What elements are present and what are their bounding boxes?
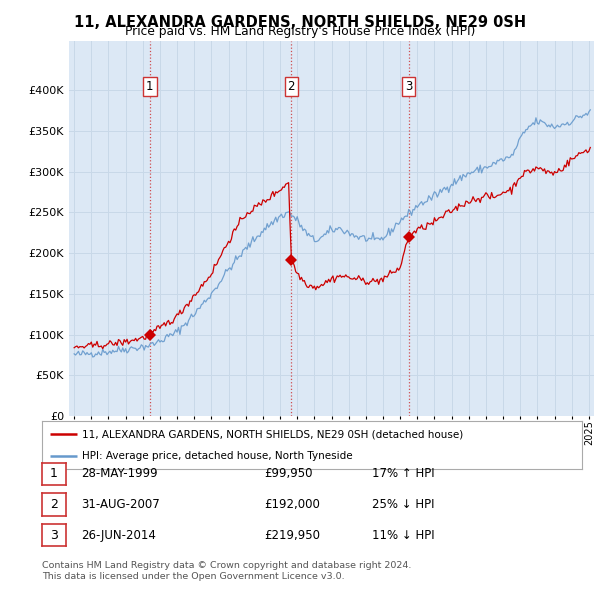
Text: Price paid vs. HM Land Registry's House Price Index (HPI): Price paid vs. HM Land Registry's House … xyxy=(125,25,475,38)
Text: 31-AUG-2007: 31-AUG-2007 xyxy=(81,498,160,511)
Text: 28-MAY-1999: 28-MAY-1999 xyxy=(81,467,158,480)
Text: 17% ↑ HPI: 17% ↑ HPI xyxy=(372,467,434,480)
Text: 2: 2 xyxy=(287,80,295,93)
Text: Contains HM Land Registry data © Crown copyright and database right 2024.: Contains HM Land Registry data © Crown c… xyxy=(42,561,412,570)
Text: 26-JUN-2014: 26-JUN-2014 xyxy=(81,529,156,542)
Text: 11, ALEXANDRA GARDENS, NORTH SHIELDS, NE29 0SH (detached house): 11, ALEXANDRA GARDENS, NORTH SHIELDS, NE… xyxy=(83,429,464,439)
Text: £219,950: £219,950 xyxy=(264,529,320,542)
Text: 25% ↓ HPI: 25% ↓ HPI xyxy=(372,498,434,511)
Text: 3: 3 xyxy=(50,529,58,542)
Text: 2: 2 xyxy=(50,498,58,511)
Text: 1: 1 xyxy=(146,80,154,93)
Text: 11% ↓ HPI: 11% ↓ HPI xyxy=(372,529,434,542)
Text: 11, ALEXANDRA GARDENS, NORTH SHIELDS, NE29 0SH: 11, ALEXANDRA GARDENS, NORTH SHIELDS, NE… xyxy=(74,15,526,30)
Text: This data is licensed under the Open Government Licence v3.0.: This data is licensed under the Open Gov… xyxy=(42,572,344,581)
Text: 3: 3 xyxy=(405,80,412,93)
Text: HPI: Average price, detached house, North Tyneside: HPI: Average price, detached house, Nort… xyxy=(83,451,353,461)
Text: £99,950: £99,950 xyxy=(264,467,313,480)
Text: 1: 1 xyxy=(50,467,58,480)
Text: £192,000: £192,000 xyxy=(264,498,320,511)
